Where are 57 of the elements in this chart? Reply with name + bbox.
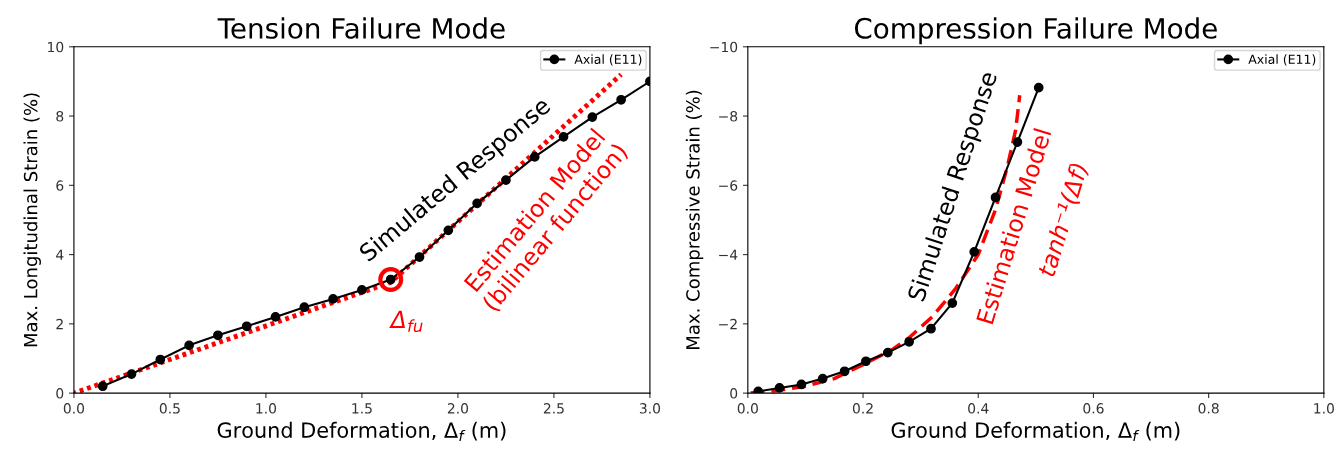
y-tick-label: 0 [730,388,738,399]
point [126,369,137,379]
y-tick-label: 2 [56,318,63,330]
point [817,373,828,384]
point [796,379,807,390]
point [861,356,871,367]
legend-label: Axial (E11) [1248,54,1316,66]
chart-title: Tension Failure Mode [217,17,505,39]
x-tick-label: 1.0 [1314,403,1334,414]
chart-title: Compression Failure Mode [854,17,1217,45]
point [839,366,850,377]
y-tick-label: −2 [719,318,737,330]
annotation: Δ$_{fu}$ [389,310,423,333]
point [184,340,194,351]
x-tick-label: 0.5 [159,403,180,414]
y-tick-label: 4 [56,249,64,260]
x-tick-label: 2.5 [543,403,564,414]
point [904,337,914,347]
y-axis-title: Max. Compressive Strain (%) [685,90,704,349]
y-tick-label: −10 [710,41,738,53]
x-tick-label: 0.6 [1083,403,1104,414]
point [882,347,893,358]
point [328,294,338,304]
point [1033,82,1044,93]
y-tick-label: −4 [719,249,738,260]
x-axis-title: Ground Deformation, Δ$_{f}$ (m) [217,421,506,442]
x-tick-label: 1.5 [352,403,372,414]
y-tick-label: 8 [56,111,64,122]
point [357,285,367,295]
y-axis-title: Max. Longitudinal Strain (%) [23,93,41,347]
point [616,94,626,105]
point [753,386,764,394]
point [97,381,108,392]
y-tick-label: 6 [56,180,64,191]
x-tick-label: 2.0 [447,403,469,414]
x-tick-label: 1.0 [256,403,277,414]
x-axis-title: Ground Deformation, Δ$_{f}$ (m) [891,421,1180,442]
x-tick-label: 0.4 [968,403,989,414]
y-tick-label: −6 [719,180,738,191]
point [587,112,598,122]
x-tick-label: 0.0 [63,403,85,414]
point [213,330,223,341]
x-tick-label: 0.8 [1198,403,1219,414]
x-tick-label: 0.0 [737,403,758,414]
y-tick-label: 0 [56,388,64,399]
point [990,192,1001,203]
point [926,323,936,334]
point [155,354,166,365]
point [241,321,252,332]
x-tick-label: 0.2 [852,403,873,414]
legend-label: Axial (E11) [574,54,642,66]
point [270,312,281,322]
point [774,383,785,393]
x-tick-label: 3.0 [639,403,661,414]
y-tick-label: 10 [48,41,64,53]
y-tick-label: −8 [719,111,738,122]
point [299,302,310,313]
